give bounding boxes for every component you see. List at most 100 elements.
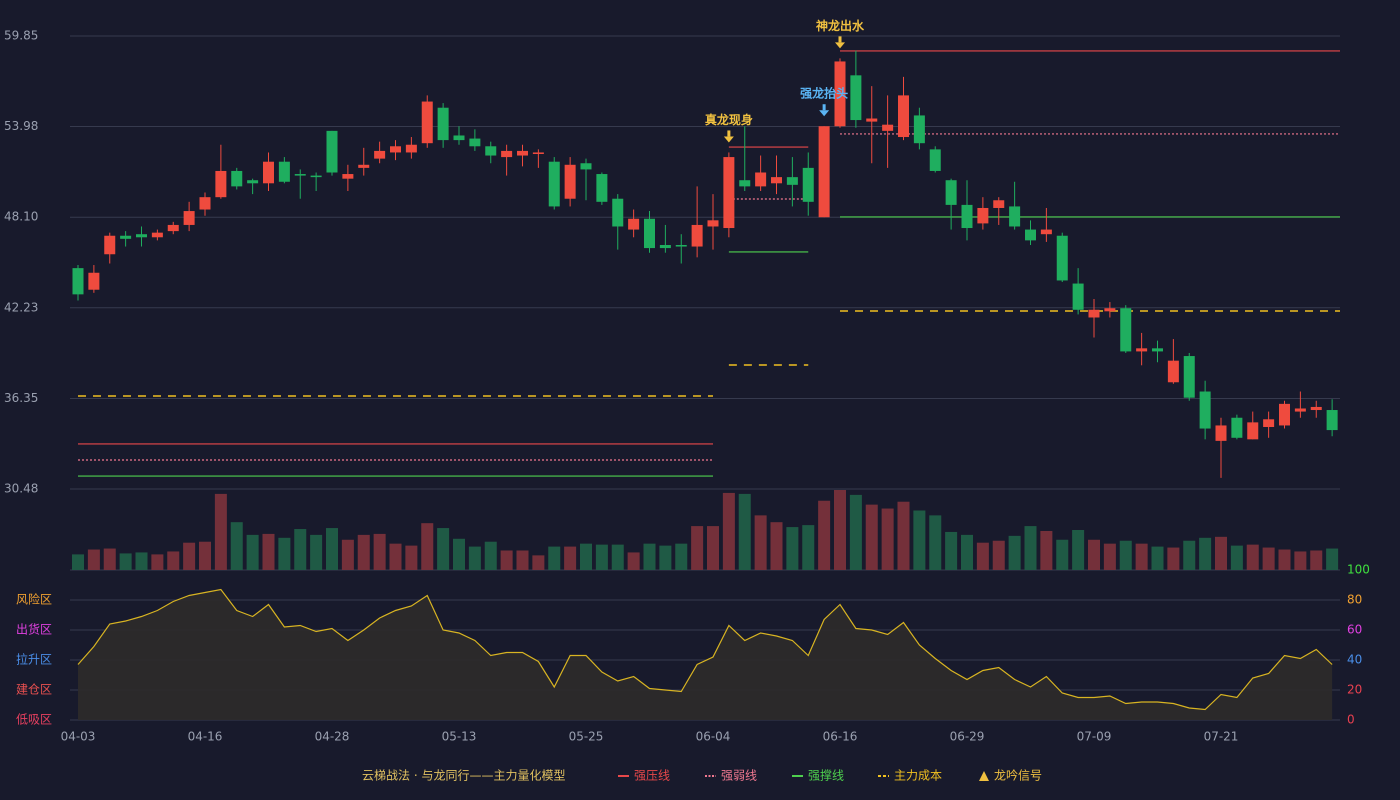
zone-label: 出货区 (16, 622, 52, 637)
osc-tick-label: 0 (1347, 713, 1355, 727)
candle-body (898, 95, 909, 138)
volume-bar (1040, 530, 1053, 570)
legend-label: 强压线 (634, 769, 670, 783)
candle-body (215, 170, 227, 198)
x-tick-label: 04-03 (61, 730, 96, 744)
candle-body (755, 172, 767, 187)
candle-body (358, 164, 370, 168)
volume-bar (818, 500, 831, 570)
volume-bar (1056, 539, 1069, 570)
volume-bar (659, 545, 672, 570)
candle-body (437, 107, 449, 141)
candle-body (167, 224, 179, 232)
candle-body (1104, 308, 1116, 312)
candle-body (310, 175, 322, 178)
osc-line (77, 588, 1333, 711)
volume-bar (564, 546, 577, 570)
volume-bar (580, 543, 592, 570)
candle-body (644, 218, 655, 249)
signal-arrow (723, 136, 734, 143)
candle-body (1215, 425, 1227, 441)
volume-bar (1119, 540, 1132, 570)
candle-body (1231, 417, 1243, 438)
volume-bar (802, 525, 815, 570)
volume-bar (1262, 547, 1275, 570)
candle-body (1263, 419, 1275, 427)
x-tick-label: 06-16 (823, 730, 858, 744)
candle-body (818, 126, 830, 218)
volume-bar (961, 534, 973, 570)
volume-bar (214, 493, 227, 570)
candle-body (263, 161, 274, 184)
candle-body (675, 244, 687, 247)
candle-body (326, 130, 338, 173)
volume-bar (945, 531, 958, 570)
candle-body (1088, 309, 1100, 318)
volume-bar (1230, 545, 1243, 570)
volume-bar (151, 554, 164, 570)
signal-label: 神龙出水 (816, 18, 865, 33)
volume-bar (548, 546, 561, 570)
volume-bar (484, 541, 497, 570)
candle-body (183, 211, 195, 225)
candle-body (405, 144, 417, 153)
volume-bar (1151, 546, 1164, 570)
candle-body (628, 218, 640, 230)
x-tick-label: 07-21 (1204, 730, 1239, 744)
volume-bar (72, 554, 84, 570)
candle-body (453, 135, 465, 141)
candle-body (517, 150, 528, 156)
volume-bar (849, 494, 862, 570)
candle-body (342, 174, 354, 179)
candle-body (199, 197, 211, 210)
x-tick-label: 04-28 (315, 730, 350, 744)
volume-bar (865, 504, 878, 570)
y-tick-label: 48.10 (4, 210, 38, 224)
y-tick-label: 42.23 (4, 300, 38, 314)
candle-body (691, 224, 703, 247)
legend-label: 主力成本 (894, 769, 942, 783)
candle-body (596, 174, 608, 202)
volume-bar (1294, 551, 1307, 570)
x-tick-label: 06-04 (696, 730, 731, 744)
osc-area (78, 589, 1333, 720)
legend-title: 云梯战法 · 与龙同行——主力量化模型 (362, 769, 565, 783)
volume-bar (500, 550, 513, 570)
candle-body (548, 161, 560, 207)
candle-body (390, 146, 401, 153)
candle-body (612, 198, 624, 227)
volume-bar (929, 515, 942, 570)
osc-tick-label: 20 (1347, 683, 1362, 697)
candle-body (993, 200, 1005, 208)
x-tick-label: 05-13 (442, 730, 477, 744)
candle-body (1120, 308, 1132, 352)
candle-body (580, 163, 592, 170)
candle-body (247, 180, 259, 184)
volume-bar (389, 543, 402, 570)
volume-bar (1199, 537, 1212, 570)
signal-arrow (835, 42, 845, 49)
volume-bar (1326, 548, 1339, 570)
candle-body (1025, 229, 1036, 241)
candle-body (1183, 356, 1195, 398)
candle-body (850, 75, 862, 121)
candle-body (421, 101, 433, 144)
volume-bar (373, 533, 386, 570)
candle-body (120, 235, 132, 239)
volume-bar (516, 550, 529, 570)
volume-bar (786, 527, 799, 570)
x-tick-label: 04-16 (188, 730, 223, 744)
volume-bar (976, 542, 989, 570)
volume-bar (278, 537, 291, 570)
candle-body (1326, 410, 1338, 431)
volume-bar (1310, 550, 1323, 570)
candle-body (151, 232, 163, 238)
volume-bar (532, 555, 545, 570)
x-tick-label: 06-29 (950, 730, 985, 744)
volume-bar (1183, 540, 1196, 570)
candle-body (945, 180, 957, 205)
y-tick-label: 30.48 (4, 482, 38, 496)
volume-bar (405, 545, 418, 570)
candle-body (564, 164, 576, 199)
